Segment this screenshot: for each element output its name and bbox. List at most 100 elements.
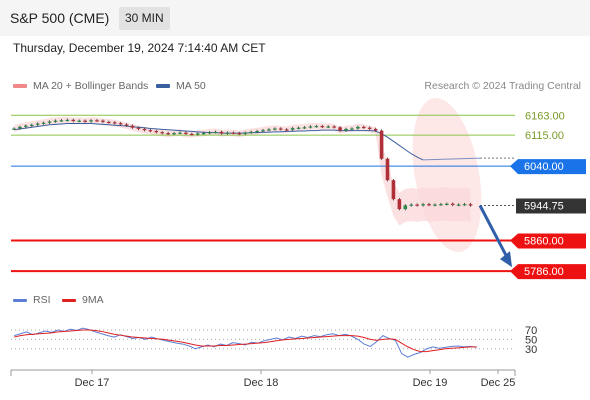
candle-body [445, 203, 449, 205]
candle-body [326, 126, 331, 128]
candle-body [107, 121, 111, 124]
candle-body [308, 126, 313, 128]
candle-body [261, 130, 265, 132]
level-label-1: 6115.00 [525, 130, 564, 142]
candle-body [462, 204, 467, 206]
candle-body [18, 126, 22, 129]
candle-body [231, 132, 236, 134]
ma50-extension [423, 157, 481, 161]
ma50-label: MA 50 [176, 80, 206, 92]
candle-body [130, 125, 135, 128]
candle-body [362, 126, 366, 129]
candle-body [409, 204, 414, 206]
candle-body [284, 129, 289, 131]
candle-body [385, 158, 390, 181]
candle-body [184, 132, 188, 134]
forecast-arrow-shaft [478, 204, 510, 260]
candle-body [255, 131, 259, 133]
level-tag-5 [510, 264, 586, 280]
candle-body [243, 132, 248, 134]
candle-body [415, 204, 419, 206]
candle-body [278, 128, 283, 130]
candle-body [290, 128, 295, 130]
ma9-label: 9MA [82, 294, 104, 306]
candle-body [302, 127, 307, 129]
candle-body [273, 128, 277, 130]
candle-body [172, 133, 176, 135]
candle-body [95, 120, 99, 122]
candle-body [450, 203, 455, 205]
candle-body [190, 133, 194, 136]
candle-body [296, 127, 301, 129]
candle-body [101, 120, 105, 122]
candle-body [379, 130, 384, 159]
candle-body [77, 120, 81, 122]
forecast-arrow-head [500, 251, 512, 268]
candle-body [24, 125, 28, 127]
rsi-swatch [13, 298, 27, 302]
candle-body [124, 124, 129, 126]
bollinger-swatch [13, 84, 27, 89]
candle-body [112, 122, 117, 124]
candle-body [314, 126, 319, 128]
level-tag-4 [510, 233, 586, 249]
candle-body [421, 204, 425, 206]
candle-body [35, 123, 40, 125]
x-tick-label-0: Dec 17 [75, 377, 110, 389]
candle-body [29, 124, 34, 126]
candle-body [118, 123, 123, 125]
legend-9ma: 9MA [62, 294, 104, 306]
rsi-level-label-1: 50 [525, 334, 537, 346]
candle-body [338, 127, 342, 131]
candle-body [237, 133, 242, 135]
legend-rsi: RSI [13, 294, 51, 306]
candle-body [89, 120, 93, 122]
candle-body [12, 128, 16, 130]
bollinger-band [13, 116, 471, 226]
candle-body [344, 128, 348, 131]
ma9-swatch [62, 298, 76, 302]
timestamp: Thursday, December 19, 2024 7:14:40 AM C… [13, 41, 266, 55]
candle-body [332, 126, 336, 128]
instrument-title: S&P 500 (CME) [10, 10, 110, 26]
candle-body [468, 204, 473, 206]
candle-body [201, 133, 206, 135]
level-label-5: 5786.00 [524, 266, 564, 278]
candle-body [320, 126, 325, 128]
candle-body [41, 122, 46, 124]
candle-body [433, 204, 437, 206]
candle-body [367, 127, 372, 129]
candle-body [59, 120, 64, 122]
candle-body [53, 120, 58, 122]
candle-body [439, 204, 443, 206]
credit-text: Research © 2024 Trading Central [424, 80, 581, 92]
candle-body [207, 132, 212, 134]
ma50-swatch [156, 84, 170, 89]
projection-zone [412, 97, 482, 253]
timeframe-badge[interactable]: 30 MIN [119, 7, 170, 30]
level-label-3: 5944.75 [524, 201, 564, 213]
candle-body [160, 132, 164, 134]
header-bar: S&P 500 (CME) 30 MIN [0, 0, 590, 36]
candle-body [267, 129, 271, 131]
candle-body [154, 131, 159, 133]
candle-body [65, 119, 70, 122]
candle-body [213, 131, 218, 134]
x-tick-label-3: Dec 25 [481, 377, 516, 389]
rsi-ma9-line [14, 329, 477, 353]
level-tag-3 [516, 198, 586, 214]
candle-body [136, 127, 141, 129]
candle-body [356, 126, 360, 129]
candle-body [195, 133, 200, 135]
candle-body [391, 180, 396, 200]
candle-body [178, 132, 182, 134]
rsi-level-label-0: 70 [525, 325, 537, 337]
candle-body [350, 128, 354, 130]
level-label-2: 6040.00 [524, 161, 564, 173]
rsi-level-label-2: 30 [525, 344, 537, 356]
x-tick-label-1: Dec 18 [244, 377, 279, 389]
level-label-0: 6163.00 [525, 110, 565, 122]
candle-body [427, 204, 431, 206]
